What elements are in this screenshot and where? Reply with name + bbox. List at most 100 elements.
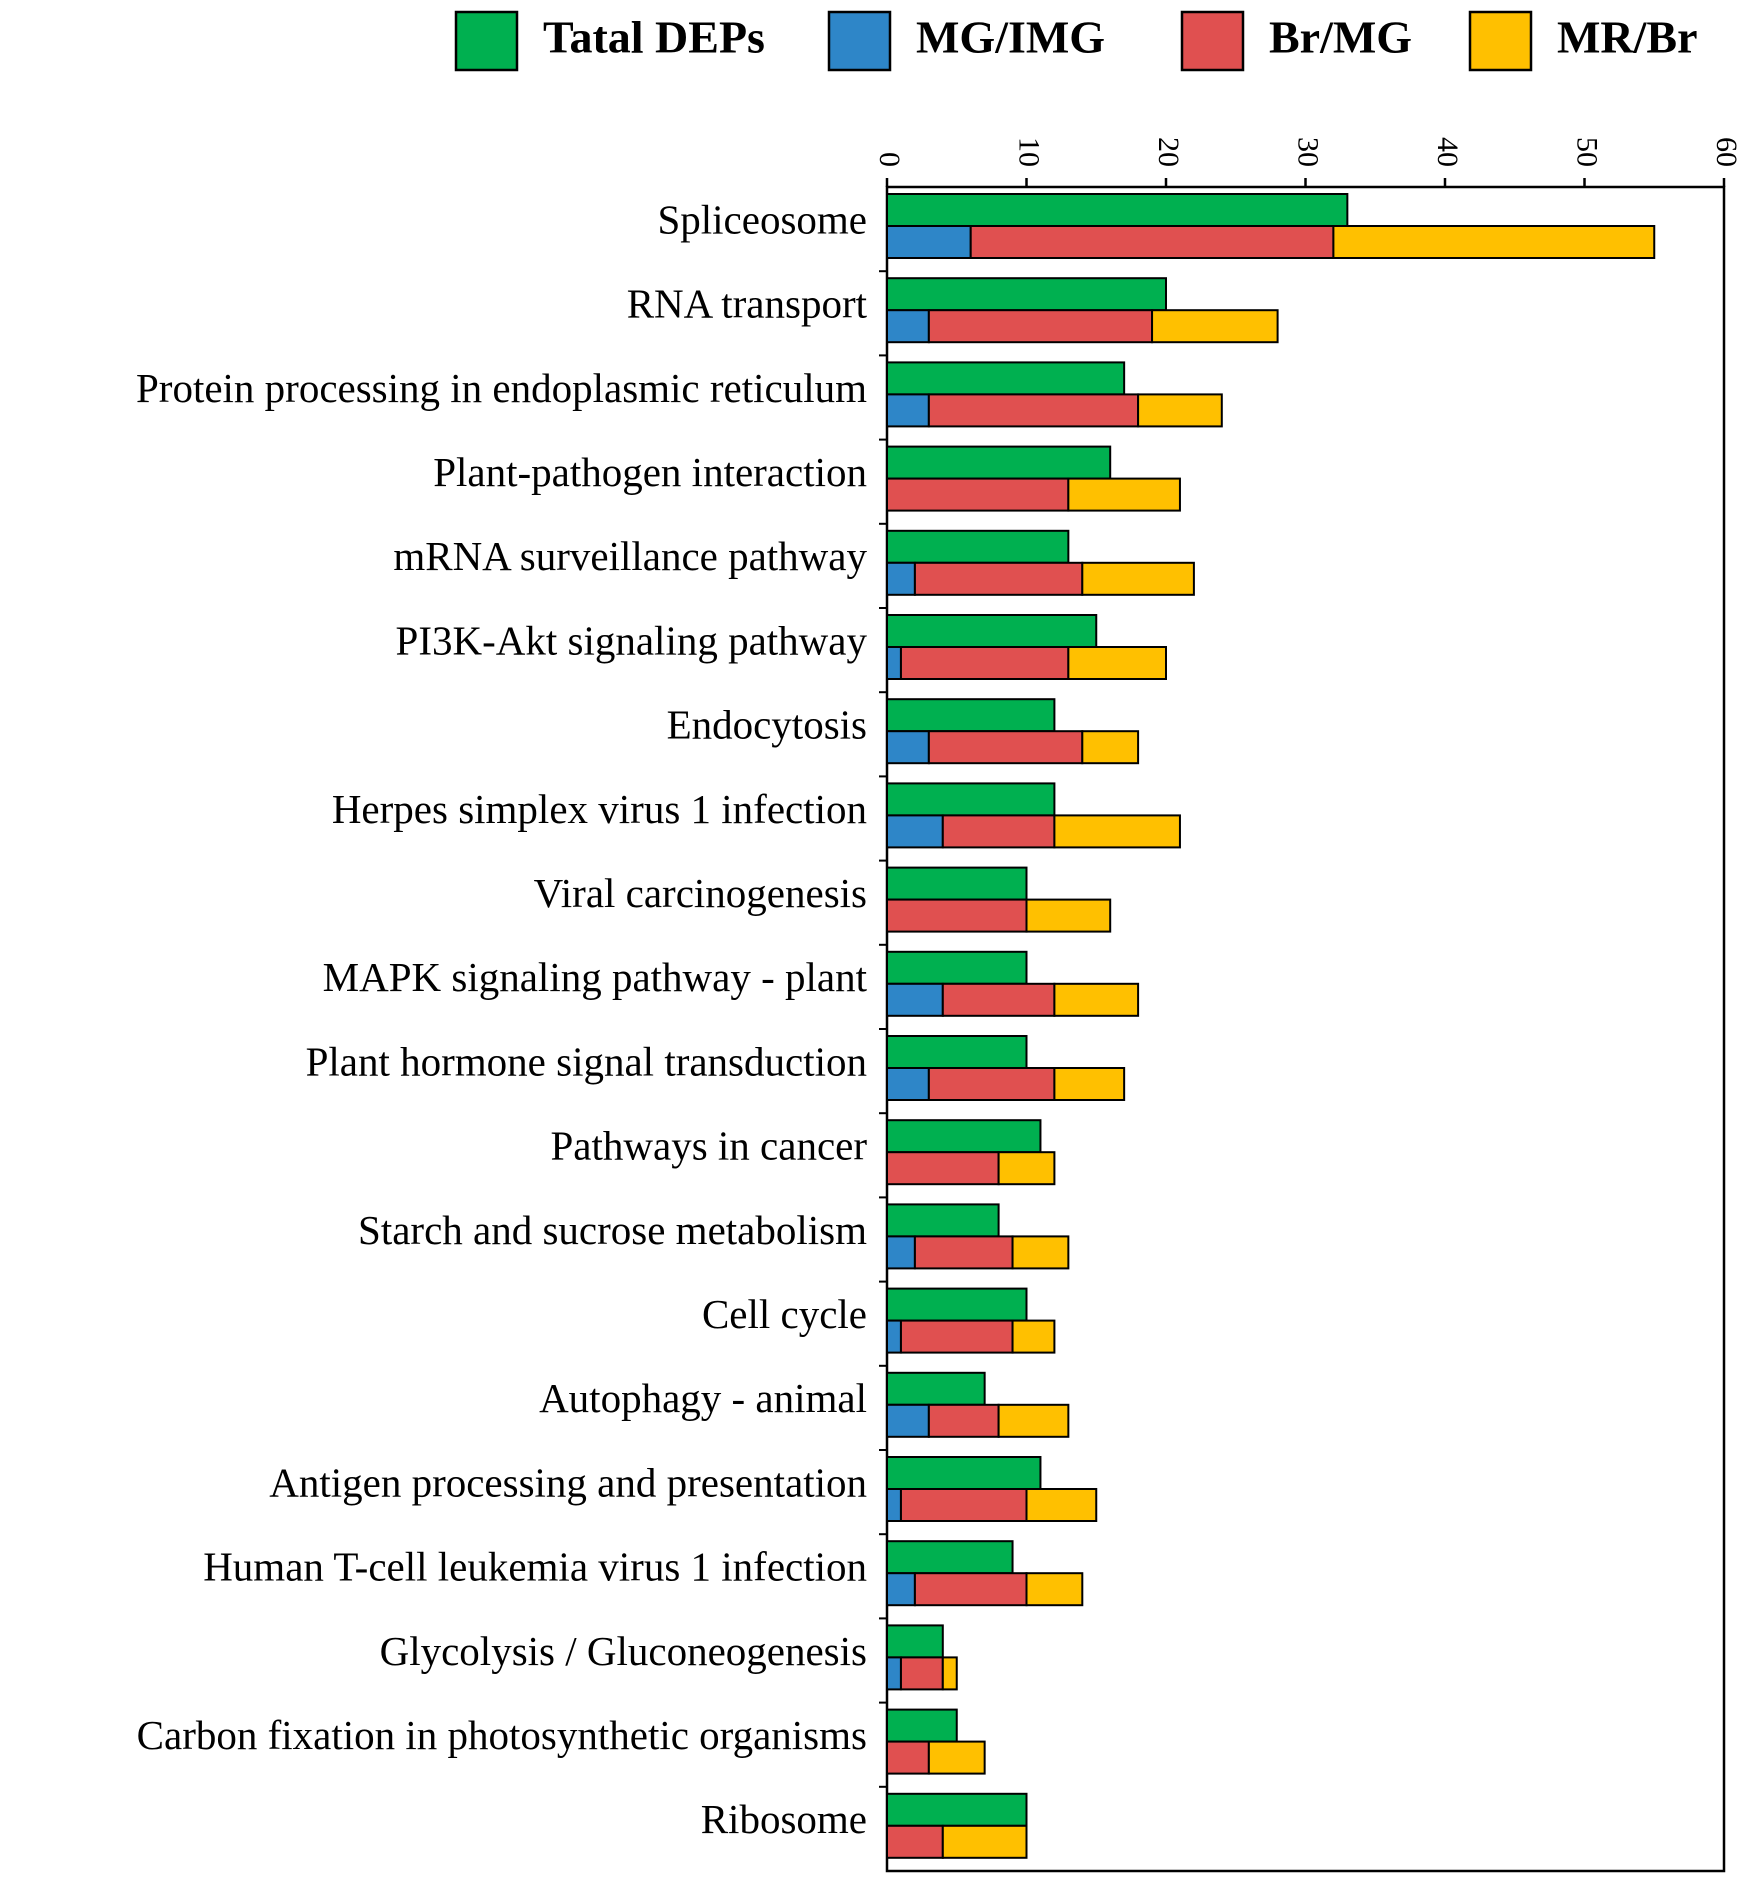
bar-br-mg-plant-hormone-signal-transduction <box>927 1067 1056 1101</box>
bar-mr-br-pathways-in-cancer <box>997 1151 1056 1186</box>
category-label-starch-and-sucrose-metabolism: Starch and sucrose metabolism <box>358 1207 867 1253</box>
bar-br-mg-rna-transport <box>927 309 1154 344</box>
bar-mg-img-antigen-processing-and-presentation <box>886 1488 902 1522</box>
bar-total-autophagy-animal <box>886 1371 986 1406</box>
legend-swatch-mg-img <box>827 10 892 72</box>
bar-total-cell-cycle <box>886 1287 1028 1322</box>
bar-mr-br-carbon-fixation-in-photosynthetic-organisms <box>927 1740 986 1775</box>
category-label-plant-pathogen-interaction: Plant-pathogen interaction <box>433 449 867 495</box>
bar-br-mg-human-t-cell-leukemia-virus-1-infection <box>913 1572 1028 1607</box>
bar-mr-br-antigen-processing-and-presentation <box>1025 1488 1098 1522</box>
bar-mg-img-rna-transport <box>886 309 930 344</box>
bar-mg-img-plant-hormone-signal-transduction <box>886 1067 930 1101</box>
bar-mg-img-mapk-signaling-pathway-plant <box>886 982 944 1017</box>
bar-mg-img-protein-processing-in-endoplasmic-reticulum <box>886 393 930 428</box>
category-label-autophagy-animal: Autophagy - animal <box>539 1375 867 1421</box>
bar-mr-br-endocytosis <box>1081 730 1140 765</box>
category-label-ribosome: Ribosome <box>701 1796 867 1842</box>
legend-label-br-mg: Br/MG <box>1269 12 1412 63</box>
bar-mr-br-pi3k-akt-signaling-pathway <box>1067 646 1167 680</box>
bar-total-plant-pathogen-interaction <box>886 445 1112 480</box>
bar-total-protein-processing-in-endoplasmic-reticulum <box>886 361 1126 396</box>
legend-swatch-tatal-deps <box>454 10 519 72</box>
category-label-human-t-cell-leukemia-virus-1-infection: Human T-cell leukemia virus 1 infection <box>203 1544 867 1590</box>
bar-total-starch-and-sucrose-metabolism <box>886 1203 1000 1238</box>
bar-mg-img-endocytosis <box>886 730 930 765</box>
bar-mg-img-glycolysis-gluconeogenesis <box>886 1656 902 1691</box>
bar-br-mg-endocytosis <box>927 730 1084 765</box>
bar-mr-br-plant-pathogen-interaction <box>1067 477 1181 512</box>
bar-br-mg-herpes-simplex-virus-1-infection <box>941 814 1056 849</box>
x-tick-label-0: 0 <box>873 152 906 167</box>
category-label-mrna-surveillance-pathway: mRNA surveillance pathway <box>393 533 867 579</box>
x-tick-label-10: 10 <box>1013 137 1046 167</box>
bar-br-mg-starch-and-sucrose-metabolism <box>913 1235 1014 1270</box>
bar-br-mg-mrna-surveillance-pathway <box>913 561 1084 596</box>
x-tick-label-50: 50 <box>1571 137 1604 167</box>
bar-total-endocytosis <box>886 698 1056 733</box>
legend-swatch-mr-br <box>1468 10 1533 72</box>
bar-br-mg-glycolysis-gluconeogenesis <box>899 1656 944 1691</box>
category-label-viral-carcinogenesis: Viral carcinogenesis <box>534 870 867 916</box>
bar-br-mg-pathways-in-cancer <box>886 1151 1000 1186</box>
bar-mr-br-glycolysis-gluconeogenesis <box>941 1656 958 1691</box>
x-tick-label-20: 20 <box>1152 137 1185 167</box>
bar-mg-img-human-t-cell-leukemia-virus-1-infection <box>886 1572 916 1607</box>
bar-mr-br-mapk-signaling-pathway-plant <box>1053 982 1140 1017</box>
category-label-antigen-processing-and-presentation: Antigen processing and presentation <box>269 1459 867 1505</box>
bar-mr-br-spliceosome <box>1332 225 1656 259</box>
bar-total-carbon-fixation-in-photosynthetic-organisms <box>886 1708 958 1743</box>
category-label-herpes-simplex-virus-1-infection: Herpes simplex virus 1 infection <box>332 786 867 832</box>
x-tick-label-40: 40 <box>1431 137 1464 167</box>
category-label-pathways-in-cancer: Pathways in cancer <box>551 1123 868 1169</box>
category-label-spliceosome: Spliceosome <box>657 196 867 242</box>
bar-br-mg-carbon-fixation-in-photosynthetic-organisms <box>886 1740 930 1775</box>
bar-br-mg-autophagy-animal <box>927 1403 1000 1438</box>
bar-total-antigen-processing-and-presentation <box>886 1456 1042 1490</box>
bar-br-mg-ribosome <box>886 1824 944 1859</box>
bar-mr-br-herpes-simplex-virus-1-infection <box>1053 814 1181 849</box>
plot-frame <box>885 185 1726 1873</box>
bar-mr-br-plant-hormone-signal-transduction <box>1053 1067 1126 1101</box>
bar-br-mg-cell-cycle <box>899 1319 1014 1354</box>
bar-mg-img-herpes-simplex-virus-1-infection <box>886 814 944 849</box>
bar-total-viral-carcinogenesis <box>886 866 1028 901</box>
bar-total-plant-hormone-signal-transduction <box>886 1035 1028 1069</box>
bar-mg-img-mrna-surveillance-pathway <box>886 561 916 596</box>
bar-mg-img-autophagy-animal <box>886 1403 930 1438</box>
category-label-rna-transport: RNA transport <box>627 281 868 327</box>
category-label-endocytosis: Endocytosis <box>667 702 867 748</box>
category-label-plant-hormone-signal-transduction: Plant hormone signal transduction <box>306 1038 867 1084</box>
bar-total-spliceosome <box>886 193 1349 227</box>
bar-mg-img-pi3k-akt-signaling-pathway <box>886 646 902 680</box>
bar-mg-img-spliceosome <box>886 225 972 259</box>
bar-mg-img-cell-cycle <box>886 1319 902 1354</box>
legend-label-mr-br: MR/Br <box>1557 12 1698 63</box>
bar-total-mrna-surveillance-pathway <box>886 529 1070 564</box>
bar-total-human-t-cell-leukemia-virus-1-infection <box>886 1540 1014 1575</box>
legend-label-tatal-deps: Tatal DEPs <box>543 12 765 63</box>
bar-br-mg-pi3k-akt-signaling-pathway <box>899 646 1070 680</box>
x-tick-label-60: 60 <box>1710 137 1743 167</box>
bar-total-pi3k-akt-signaling-pathway <box>886 614 1098 648</box>
x-tick-label-30: 30 <box>1292 137 1325 167</box>
bar-br-mg-mapk-signaling-pathway-plant <box>941 982 1056 1017</box>
bar-total-mapk-signaling-pathway-plant <box>886 950 1028 985</box>
category-label-pi3k-akt-signaling-pathway: PI3K-Akt signaling pathway <box>396 617 868 663</box>
bar-mr-br-cell-cycle <box>1011 1319 1056 1354</box>
bar-total-ribosome <box>886 1792 1028 1827</box>
bar-total-rna-transport <box>886 277 1167 312</box>
bar-total-glycolysis-gluconeogenesis <box>886 1624 944 1659</box>
legend-label-mg-img: MG/IMG <box>916 12 1105 63</box>
bar-mr-br-ribosome <box>941 1824 1028 1859</box>
bar-mr-br-rna-transport <box>1151 309 1279 344</box>
category-label-protein-processing-in-endoplasmic-reticulum: Protein processing in endoplasmic reticu… <box>136 365 867 411</box>
bar-mr-br-protein-processing-in-endoplasmic-reticulum <box>1137 393 1223 428</box>
legend-swatch-br-mg <box>1180 10 1245 72</box>
category-label-glycolysis-gluconeogenesis: Glycolysis / Gluconeogenesis <box>380 1628 867 1674</box>
category-label-mapk-signaling-pathway-plant: MAPK signaling pathway - plant <box>323 954 868 1000</box>
bar-mr-br-viral-carcinogenesis <box>1025 898 1112 933</box>
bar-mg-img-starch-and-sucrose-metabolism <box>886 1235 916 1270</box>
